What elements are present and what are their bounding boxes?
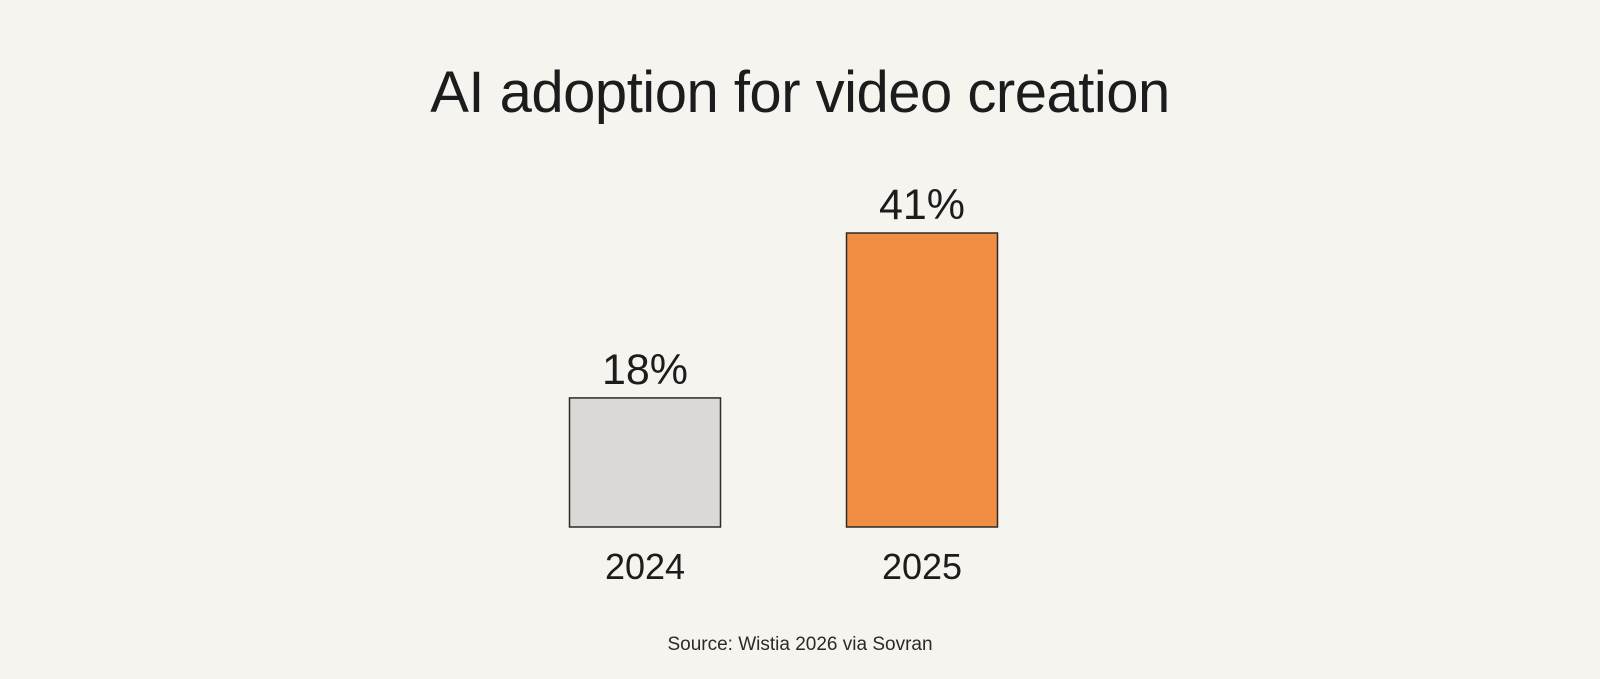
bar-2025	[845, 232, 999, 528]
category-label-2024: 2024	[605, 546, 685, 587]
value-label-2024: 18%	[602, 346, 688, 394]
chart-title: AI adoption for video creation	[430, 60, 1170, 125]
bar-2024	[568, 397, 722, 528]
value-label-2025: 41%	[879, 181, 965, 229]
category-label-2025: 2025	[882, 546, 962, 587]
source-note: Source: Wistia 2026 via Sovran	[667, 634, 933, 655]
